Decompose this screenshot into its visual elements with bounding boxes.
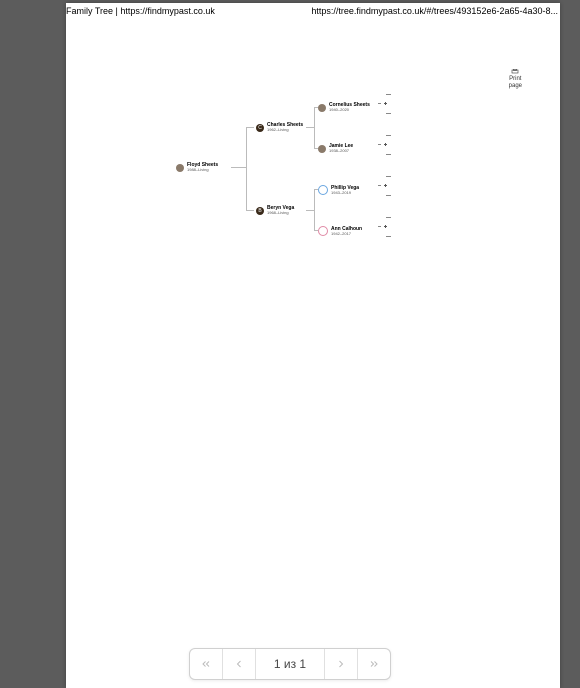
connector-line <box>231 167 246 168</box>
last-page-button[interactable] <box>358 649 390 679</box>
add-ancestor-button[interactable] <box>384 184 387 187</box>
expand-tick[interactable] <box>386 176 391 177</box>
expand-tick[interactable] <box>386 135 391 136</box>
tree-node[interactable]: Cornelius Sheets1940–2020 <box>318 103 370 112</box>
tree-node[interactable]: Floyd Sheets1988–Living <box>176 163 218 172</box>
document-page: Family Tree | https://findmypast.co.uk h… <box>66 3 560 688</box>
next-page-button[interactable] <box>325 649 358 679</box>
chevrons-right-icon <box>368 658 380 670</box>
person-dates: 1940–2020 <box>329 108 370 112</box>
expand-tick[interactable] <box>386 217 391 218</box>
connector-line <box>306 127 314 128</box>
expand-tick[interactable] <box>386 113 391 114</box>
person-dates: 1942–2017 <box>331 232 362 236</box>
person-avatar: B <box>256 207 264 215</box>
person-avatar <box>318 185 328 195</box>
expand-tick[interactable] <box>386 236 391 237</box>
add-ancestor-button[interactable] <box>384 102 387 105</box>
pagination-bar: 1 из 1 <box>189 648 391 680</box>
tree-node[interactable]: Jamie Lee1938–2007 <box>318 144 353 153</box>
expand-tick[interactable] <box>386 195 391 196</box>
person-dates: 1968–Living <box>267 211 294 215</box>
first-page-button[interactable] <box>190 649 223 679</box>
add-ancestor-button[interactable] <box>384 225 387 228</box>
person-avatar <box>176 164 184 172</box>
chevron-left-icon <box>233 658 245 670</box>
connector-line <box>314 189 315 230</box>
tree-node[interactable]: Phillip Vega1943–2019 <box>318 185 359 195</box>
person-dates: 1943–2019 <box>331 191 359 195</box>
expand-tick[interactable] <box>378 144 381 145</box>
person-dates: 1938–2007 <box>329 149 353 153</box>
chevron-right-icon <box>335 658 347 670</box>
person-avatar: C <box>256 124 264 132</box>
expand-tick[interactable] <box>378 103 381 104</box>
connector-line <box>314 107 315 148</box>
person-dates: 1988–Living <box>187 168 218 172</box>
page-indicator: 1 из 1 <box>256 649 325 679</box>
tree-node[interactable]: Ann Calhoun1942–2017 <box>318 226 362 236</box>
add-ancestor-button[interactable] <box>384 143 387 146</box>
prev-page-button[interactable] <box>223 649 256 679</box>
chevrons-left-icon <box>200 658 212 670</box>
connector-line <box>246 127 254 128</box>
tree-node[interactable]: CCharles Sheets1962–Living <box>256 123 303 132</box>
family-tree-canvas: Floyd Sheets1988–Living CCharles Sheets19… <box>66 3 560 688</box>
expand-tick[interactable] <box>386 94 391 95</box>
connector-line <box>246 127 247 210</box>
expand-tick[interactable] <box>386 154 391 155</box>
person-dates: 1962–Living <box>267 128 303 132</box>
person-avatar <box>318 226 328 236</box>
expand-tick[interactable] <box>378 185 381 186</box>
tree-node[interactable]: BBeryn Vega1968–Living <box>256 206 294 215</box>
person-avatar <box>318 104 326 112</box>
connector-line <box>246 210 254 211</box>
expand-tick[interactable] <box>378 226 381 227</box>
connector-line <box>306 210 314 211</box>
person-avatar <box>318 145 326 153</box>
